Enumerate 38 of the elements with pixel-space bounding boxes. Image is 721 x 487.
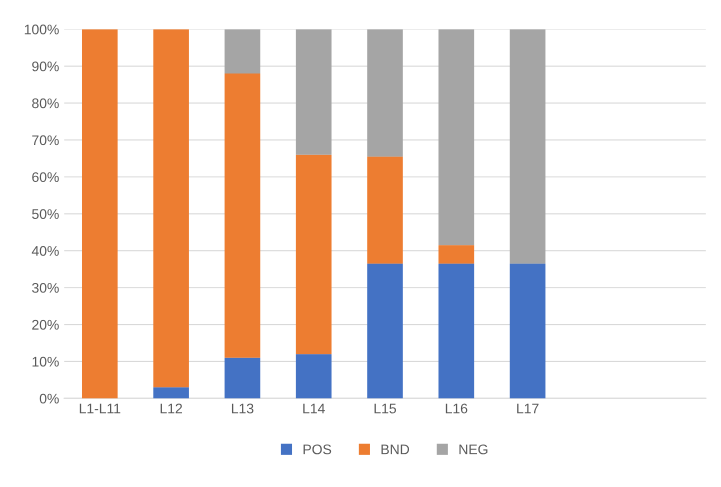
x-tick-label: L15 xyxy=(374,404,396,414)
bar xyxy=(438,264,474,398)
x-tick-label: L12 xyxy=(160,404,182,414)
y-tick-label: 0% xyxy=(40,394,59,404)
y-tick-label: 70% xyxy=(32,135,59,146)
bar xyxy=(153,29,189,388)
y-tick-label: 60% xyxy=(32,172,59,182)
y-tick-label: 20% xyxy=(32,320,59,330)
bar xyxy=(153,387,189,398)
y-tick-label: 30% xyxy=(32,282,59,293)
y-tick-label: 50% xyxy=(32,209,59,219)
bar xyxy=(82,29,118,398)
x-tick-label: L1-L11 xyxy=(80,404,120,414)
bar xyxy=(367,156,403,264)
bar xyxy=(296,354,332,398)
bar xyxy=(510,264,546,398)
legend-label: POS xyxy=(304,444,332,454)
x-tick-label: L16 xyxy=(446,404,468,414)
x-tick-label: L13 xyxy=(232,404,254,414)
y-tick-label: 10% xyxy=(32,356,59,367)
x-tick-label: L17 xyxy=(517,404,538,414)
y-tick-label: 40% xyxy=(32,246,59,256)
bar xyxy=(296,29,332,155)
bar xyxy=(367,29,403,157)
x-tick-label: L14 xyxy=(303,404,325,414)
y-tick-label: 90% xyxy=(32,61,59,72)
bar xyxy=(296,154,332,354)
bar xyxy=(224,29,260,74)
bar xyxy=(510,29,546,264)
bar xyxy=(224,74,260,358)
y-tick-label: 80% xyxy=(32,98,59,108)
y-tick-label: 100% xyxy=(24,24,59,34)
legend-label: BND xyxy=(382,444,410,454)
bar xyxy=(438,29,474,246)
bar xyxy=(438,245,474,264)
bar xyxy=(224,358,260,398)
legend-label: NEG xyxy=(459,444,488,454)
bar xyxy=(367,264,403,398)
